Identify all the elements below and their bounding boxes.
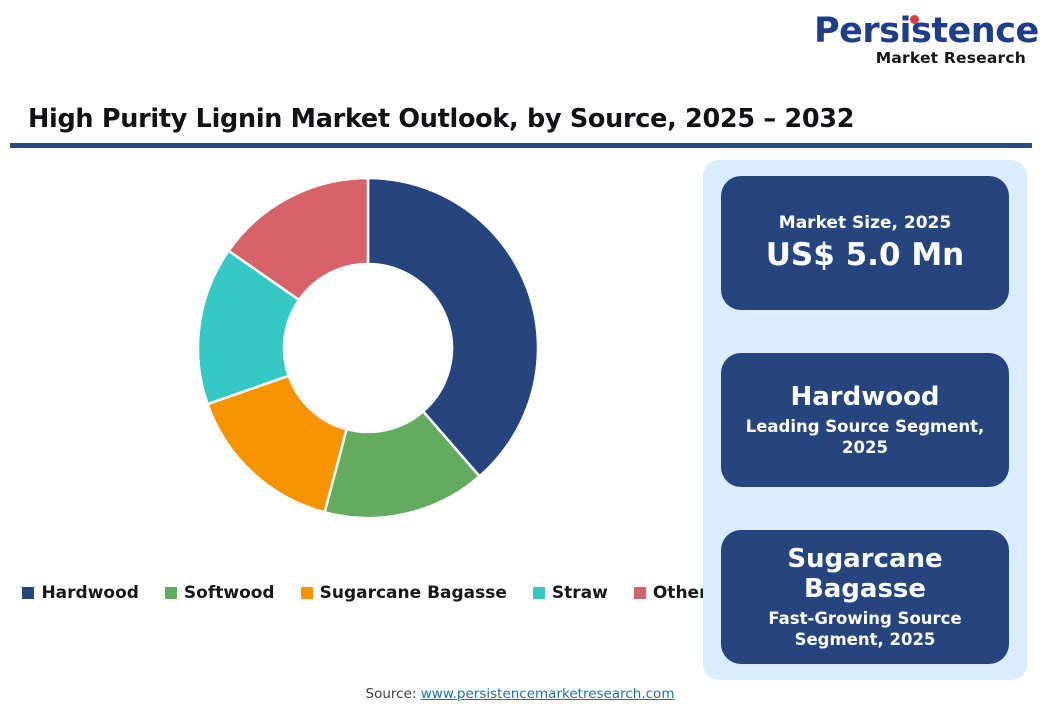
- legend-swatch-icon: [164, 587, 177, 599]
- logo-tagline: Market Research: [875, 49, 1026, 67]
- legend-item-softwood: Softwood: [164, 583, 275, 603]
- donut-slice-softwood: [323, 409, 482, 520]
- donut-svg: [196, 176, 540, 520]
- legend-item-others: Others: [633, 583, 718, 603]
- donut-slice-group: [196, 176, 540, 520]
- logo-wordmark: Persistence: [814, 14, 1039, 49]
- donut-slice-sugarcane-bagasse: [205, 374, 349, 514]
- legend-swatch-icon: [633, 587, 646, 599]
- logo-wordmark-text: Persistence: [814, 11, 1039, 51]
- legend-item-label: Others: [652, 583, 718, 603]
- kpi-card-market-size: Market Size, 2025 US$ 5.0 Mn: [721, 176, 1009, 310]
- kpi-card-market-size-value: US$ 5.0 Mn: [765, 236, 965, 273]
- legend-item-sugarcane-bagasse: Sugarcane Bagasse: [300, 583, 507, 603]
- source-prefix: Source:: [365, 686, 421, 702]
- kpi-card-market-size-label: Market Size, 2025: [778, 212, 952, 233]
- source-footer: Source: www.persistencemarketresearch.co…: [0, 686, 1040, 702]
- title-divider: [10, 143, 1032, 148]
- kpi-card-fast-growing-segment-label: Fast-Growing Source Segment, 2025: [768, 609, 962, 650]
- legend-swatch-icon: [22, 587, 35, 599]
- kpi-card-fast-growing-segment: Sugarcane Bagasse Fast-Growing Source Se…: [721, 530, 1009, 664]
- persistence-market-research-logo: Persistence Market Research: [814, 14, 1039, 72]
- source-link[interactable]: www.persistencemarketresearch.com: [420, 686, 675, 702]
- legend-swatch-icon: [532, 587, 545, 599]
- donut-slice-others: [226, 176, 370, 302]
- page-title: High Purity Lignin Market Outlook, by So…: [28, 104, 855, 134]
- kpi-card-leading-segment-value: Hardwood: [790, 382, 940, 413]
- legend-item-label: Hardwood: [41, 583, 139, 603]
- legend-item-label: Softwood: [183, 583, 275, 603]
- legend-item-hardwood: Hardwood: [22, 583, 139, 603]
- legend-item-label: Sugarcane Bagasse: [319, 583, 507, 603]
- legend-swatch-icon: [300, 587, 313, 599]
- legend-item-label: Straw: [551, 583, 608, 603]
- kpi-card-fast-growing-segment-value: Sugarcane Bagasse: [787, 543, 943, 605]
- logo-dot-icon: [910, 15, 919, 24]
- source-share-donut-chart: [178, 158, 558, 538]
- kpi-card-leading-segment-label: Leading Source Segment, 2025: [745, 416, 985, 457]
- chart-legend: Hardwood Softwood Sugarcane Bagasse Straw Ot…: [22, 583, 718, 603]
- kpi-card-leading-segment: Hardwood Leading Source Segment, 2025: [721, 353, 1009, 487]
- kpi-side-panel: Market Size, 2025 US$ 5.0 Mn Hardwood Le…: [703, 160, 1027, 680]
- legend-item-straw: Straw: [532, 583, 608, 603]
- donut-slice-hardwood: [366, 176, 540, 479]
